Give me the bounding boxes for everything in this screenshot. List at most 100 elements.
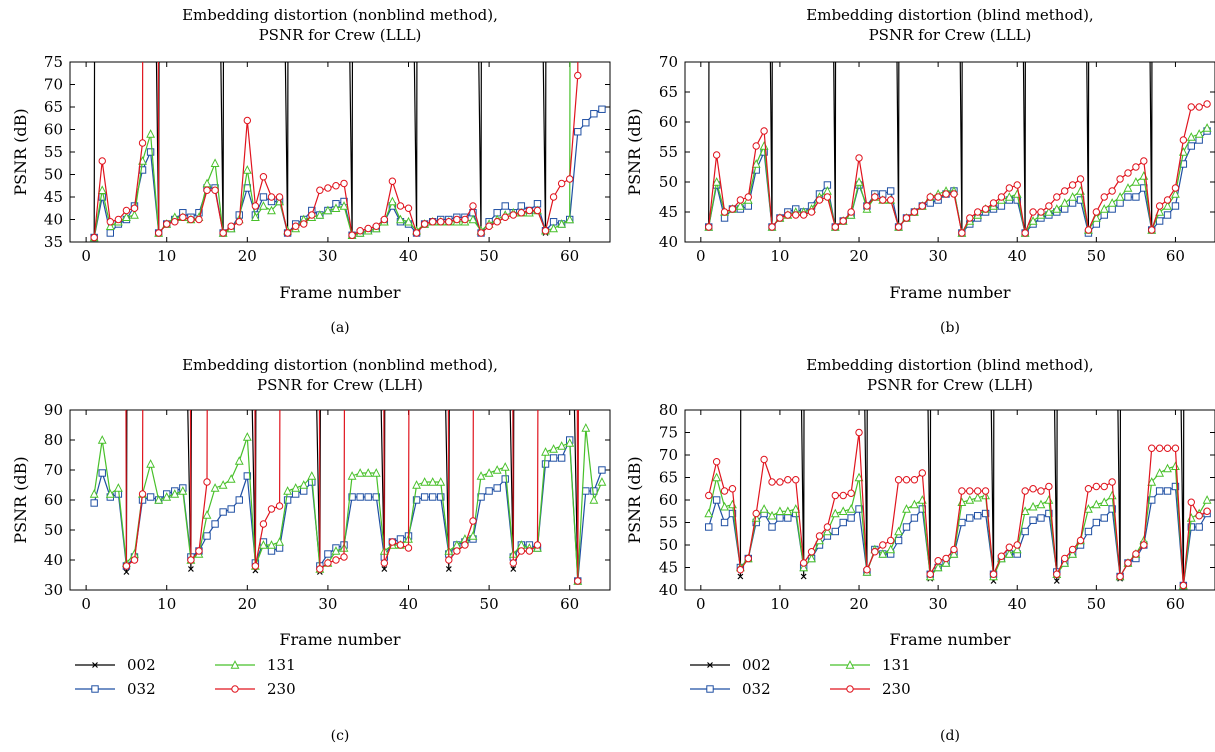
panel-d-series-group [704, 410, 1212, 590]
panel-d-series-032-point [1084, 527, 1093, 536]
panel-d-series-230-point [1108, 478, 1116, 486]
panel-c-series-131-point [234, 456, 244, 465]
panel-d-series-032-point [784, 514, 792, 522]
panel-a-series-230-point [179, 213, 187, 221]
panel-a-series-230-point [541, 227, 550, 235]
panel-b-series-230-point [1076, 175, 1085, 183]
panel-c-series-230-point [509, 559, 517, 567]
panel-b-series-131-point [1012, 189, 1022, 198]
panel-c-series-230-point [324, 559, 332, 567]
panel-d-series-131-point [886, 544, 896, 554]
panel-c-series-131-point [347, 471, 357, 480]
panel-b-series-131-point [1044, 207, 1054, 216]
panel-b-series-230-point [863, 202, 871, 210]
panel-b-series-230-point [1140, 157, 1148, 165]
panel-b-series-131-point [1186, 132, 1196, 141]
panel-b-series-230-point [1029, 208, 1037, 216]
panel-d-series-230-point [918, 469, 927, 477]
panel-b-xtick-label: 30 [929, 247, 948, 265]
panel-a-series-group [89, 62, 606, 242]
panel-b: Embedding distortion (blind method), PSN… [625, 6, 1215, 336]
panel-c-ytick-label: 40 [44, 551, 63, 569]
panel-d-series-032-point [839, 518, 847, 527]
panel-d-series-131-point [878, 549, 888, 558]
panel-d-series-230-point [839, 491, 847, 500]
panel-d-series-131-point [941, 558, 951, 567]
panel-d-series-230-point [1076, 536, 1085, 545]
panel-a-series-230-point [275, 193, 284, 201]
panel-a-label: (a) [330, 320, 349, 336]
panel-c-series-230-point [340, 553, 348, 561]
panel-b-series-032-point [720, 214, 729, 222]
panel-b-xtick-label: 0 [696, 247, 706, 265]
panel-d-series-230-point [815, 532, 824, 540]
panel-a-series-131-point [259, 201, 268, 210]
panel-c-series-230-point [259, 520, 268, 528]
panel-d-xtick-label: 30 [929, 595, 948, 613]
panel-d-series-131-point [1044, 495, 1054, 504]
panel-a-series-032-line [93, 108, 603, 238]
panel-a-series-230-point [316, 186, 324, 194]
panel-d-series-131-point [807, 553, 816, 563]
panel-c-series-032-point [428, 493, 437, 501]
panel-d-series-032-point [728, 509, 737, 518]
panel-d-series-230-point [1037, 487, 1045, 495]
panel-d-series-230-point [973, 487, 982, 495]
panel-a-series-230-point [98, 157, 106, 165]
panel-c-series-131-point [476, 471, 486, 480]
panel-d-series-131-point [783, 506, 793, 515]
panel-d-series-131-point [973, 492, 983, 502]
panel-d-series-230-point [1061, 554, 1069, 563]
panel-a-series-131-point [210, 158, 220, 167]
panel-c-ytick-label: 70 [44, 461, 63, 479]
panel-c-series-131-point [371, 468, 381, 477]
panel-c-series-032-point [275, 544, 284, 552]
panel-a-ytick-label: 70 [44, 76, 63, 94]
panel-b-xlabel: Frame number [889, 283, 1011, 302]
panel-d-series-230-point [1084, 485, 1093, 493]
panel-c-series-032-point [501, 475, 509, 483]
panel-b-series-230-point [728, 205, 737, 213]
panel-b-series-230-point [776, 214, 784, 222]
panel-a-series-032-point [259, 193, 268, 201]
panel-b-series-230-point [752, 142, 760, 150]
panel-c-series-032-point [364, 493, 372, 501]
panel-c-series-032-line [93, 439, 603, 582]
panel-d-xtick-label: 0 [696, 595, 706, 613]
panel-d-ytick-label: 60 [659, 491, 678, 509]
panel-c-series-131-point [170, 489, 180, 498]
panel-a-series-131-point [242, 165, 252, 174]
panel-b-xtick-label: 40 [1008, 247, 1027, 265]
panel-b-series-032-point [1179, 160, 1188, 168]
panel-c-series-002-point [123, 569, 130, 575]
panel-a-xtick-label: 30 [318, 247, 337, 265]
panel-d-series-230-point [1092, 482, 1101, 491]
panel-b-series-230-point [871, 193, 879, 201]
legend-label-002: 002 [742, 656, 771, 674]
panel-b-series-230-point [1061, 187, 1069, 195]
panel-d-series-230-point [1171, 444, 1180, 452]
panel-c-ytick-label: 90 [44, 401, 63, 419]
panel-d-ytick-label: 80 [659, 401, 678, 419]
panel-d-series-230-point [910, 476, 919, 484]
panel-a-series-230-point [437, 218, 445, 226]
panel-a-series-230-point [533, 206, 542, 215]
panel-b-series-131-point [1060, 198, 1070, 207]
panel-c-series-230-point [187, 556, 195, 564]
panel-a-xtick-label: 0 [81, 247, 91, 265]
panel-c-series-131-point [291, 483, 301, 492]
panel-d-series-032-point [1029, 516, 1037, 524]
panel-a-xtick-label: 20 [238, 247, 257, 265]
panel-c-series-230-point [469, 517, 477, 525]
panel-a-series-032-point [582, 119, 590, 127]
panel-b-series-032-point [1100, 211, 1108, 219]
panel-c-series-230-point [574, 577, 582, 585]
panel-d-series-230-point [823, 523, 832, 531]
panel-c-series-131-point [154, 495, 164, 504]
panel-c-series-032-point [267, 547, 276, 555]
panel-d-series-032-point [1108, 505, 1116, 513]
panel-d-series-230-point [728, 485, 737, 493]
panel-a-series-230-point [477, 229, 485, 237]
panel-c-ylabel: PSNR (dB) [11, 456, 30, 543]
